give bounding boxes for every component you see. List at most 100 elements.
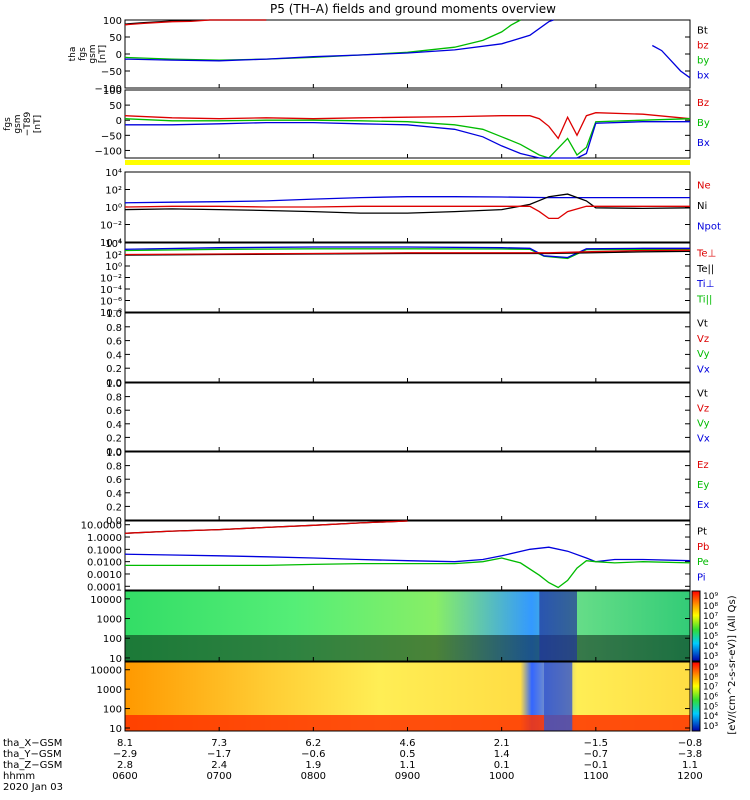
y-tick-label: 0.0001 xyxy=(87,582,122,593)
y-axis-label: tha xyxy=(68,47,78,62)
legend-entry: By xyxy=(697,118,710,129)
series-line-Ni xyxy=(124,193,691,214)
x-axis-row-label: tha_Y−GSM xyxy=(3,749,62,760)
x-axis-tick-label: −0.8 xyxy=(678,738,702,749)
colorbar-peir-en-eflux xyxy=(691,590,701,662)
y-tick-label: 0 xyxy=(116,116,122,127)
legend-entry: Ey xyxy=(697,480,709,491)
x-axis-tick-label: 2.4 xyxy=(211,760,227,771)
y-tick-label: −100 xyxy=(95,146,122,157)
legend-entry: Bz xyxy=(697,98,709,109)
y-tick-label: 10⁻² xyxy=(100,274,122,285)
series-line-Ti|| xyxy=(124,248,690,260)
y-tick-label: 0.2 xyxy=(106,364,122,375)
y-tick-label: 0.0100 xyxy=(87,558,122,569)
series-line-Bz xyxy=(124,112,691,140)
x-axis-tick-label: 0900 xyxy=(395,771,420,782)
colorbar-label: [eV/(cm^2-s-sr-eV)] (All Qs) xyxy=(727,595,738,734)
x-axis-tick-label: 6.2 xyxy=(305,738,321,749)
y-tick-label: 10000 xyxy=(90,666,122,677)
y-axis-label: fgs xyxy=(78,47,88,61)
legend-entry: by xyxy=(697,56,709,67)
x-axis-tick-label: 1100 xyxy=(583,771,608,782)
y-tick-label: 1.0 xyxy=(106,379,122,390)
y-tick-label: 0.4 xyxy=(106,489,122,500)
y-axis-label: fgs xyxy=(3,117,13,131)
colorbar-tick-label: 10⁴ xyxy=(703,712,718,722)
y-tick-label: 1000 xyxy=(97,685,122,696)
legend-entry: Npot xyxy=(697,222,721,233)
y-axis-label: [nT] xyxy=(33,115,43,133)
y-tick-label: 0.2 xyxy=(106,502,122,513)
x-axis-tick-label: 1.9 xyxy=(305,760,321,771)
x-axis-tick-label: −1.7 xyxy=(207,749,231,760)
colorbar-tick-label: 10³ xyxy=(703,652,718,662)
legend-entry: Vt xyxy=(697,319,708,330)
series-line-bz xyxy=(124,19,267,26)
y-tick-label: 10² xyxy=(105,186,122,197)
colorbar-tick-label: 10⁵ xyxy=(703,702,718,712)
legend-entry: Vx xyxy=(697,434,710,445)
series-line-Npot xyxy=(124,196,690,204)
legend-entry: Vy xyxy=(697,419,710,430)
x-axis-tick-label: 1000 xyxy=(489,771,514,782)
y-tick-label: 10⁻⁴ xyxy=(100,238,122,249)
y-tick-label: 0.4 xyxy=(106,350,122,361)
y-tick-label: 10⁻⁸ xyxy=(100,308,122,319)
colorbar-tick-label: 10⁴ xyxy=(703,642,718,652)
x-axis-tick-label: 0800 xyxy=(301,771,326,782)
plot-title: P5 (TH–A) fields and ground moments over… xyxy=(270,2,556,16)
legend-entry: Ti|| xyxy=(696,294,712,305)
panel-frame-peir-velocity xyxy=(124,312,691,383)
x-axis-tick-label: 2.1 xyxy=(494,738,510,749)
series-line-bx-tail xyxy=(651,44,691,79)
series-line-Pe xyxy=(125,557,691,589)
legend-entry: Pi xyxy=(697,572,706,583)
y-tick-label: 10.0000 xyxy=(81,521,122,532)
y-tick-label: 100 xyxy=(103,16,122,27)
y-tick-label: 0.8 xyxy=(106,462,122,473)
x-axis-row-label: tha_X−GSM xyxy=(3,738,62,749)
spectrogram-gap xyxy=(539,591,577,661)
colorbar-tick-label: 10⁶ xyxy=(703,622,718,632)
colorbar-tick-label: 10⁷ xyxy=(703,683,718,693)
colorbar-tick-label: 10⁵ xyxy=(703,632,718,642)
x-axis-tick-label: 0600 xyxy=(112,771,137,782)
legend-entry: bz xyxy=(697,41,709,52)
legend-entry: Te|| xyxy=(696,264,714,275)
colorbar-tick-label: 10⁸ xyxy=(703,602,718,612)
series-line-Ne xyxy=(124,205,690,220)
y-tick-label: 10000 xyxy=(90,595,122,606)
legend-entry: Ti⊥ xyxy=(696,279,714,290)
x-axis-tick-label: 1.4 xyxy=(494,749,510,760)
x-axis-tick-label: 4.6 xyxy=(400,738,416,749)
legend-entry: Ni xyxy=(697,201,707,212)
x-axis-tick-label: 0.1 xyxy=(494,760,510,771)
series-line-Ti⊥ xyxy=(124,246,690,259)
y-tick-label: 50 xyxy=(109,101,122,112)
y-tick-label: 0.8 xyxy=(106,323,122,334)
y-tick-label: 1.0 xyxy=(106,448,122,459)
y-tick-label: 1.0000 xyxy=(87,533,122,544)
y-tick-label: 50 xyxy=(109,33,122,44)
y-axis-label: gsm xyxy=(13,114,23,133)
y-tick-label: −50 xyxy=(101,131,122,142)
y-axis-label: [nT] xyxy=(98,45,108,63)
y-axis-label: tha xyxy=(0,117,3,132)
y-tick-label: 0.1000 xyxy=(87,545,122,556)
x-axis-tick-label: −1.5 xyxy=(584,738,608,749)
y-tick-label: 10⁰ xyxy=(105,262,122,273)
legend-entry: Ex xyxy=(697,500,709,511)
legend-entry: Vx xyxy=(697,364,710,375)
legend-entry: Vz xyxy=(697,404,709,415)
x-axis-row-label: hhmm xyxy=(3,771,35,782)
legend-entry: Pt xyxy=(697,527,707,538)
legend-entry: Vz xyxy=(697,334,709,345)
x-axis-tick-label: 7.3 xyxy=(211,738,227,749)
y-tick-label: 100 xyxy=(103,705,122,716)
legend-entry: Vy xyxy=(697,349,710,360)
y-tick-label: 0.0 xyxy=(106,516,122,527)
y-tick-label: 100 xyxy=(103,634,122,645)
